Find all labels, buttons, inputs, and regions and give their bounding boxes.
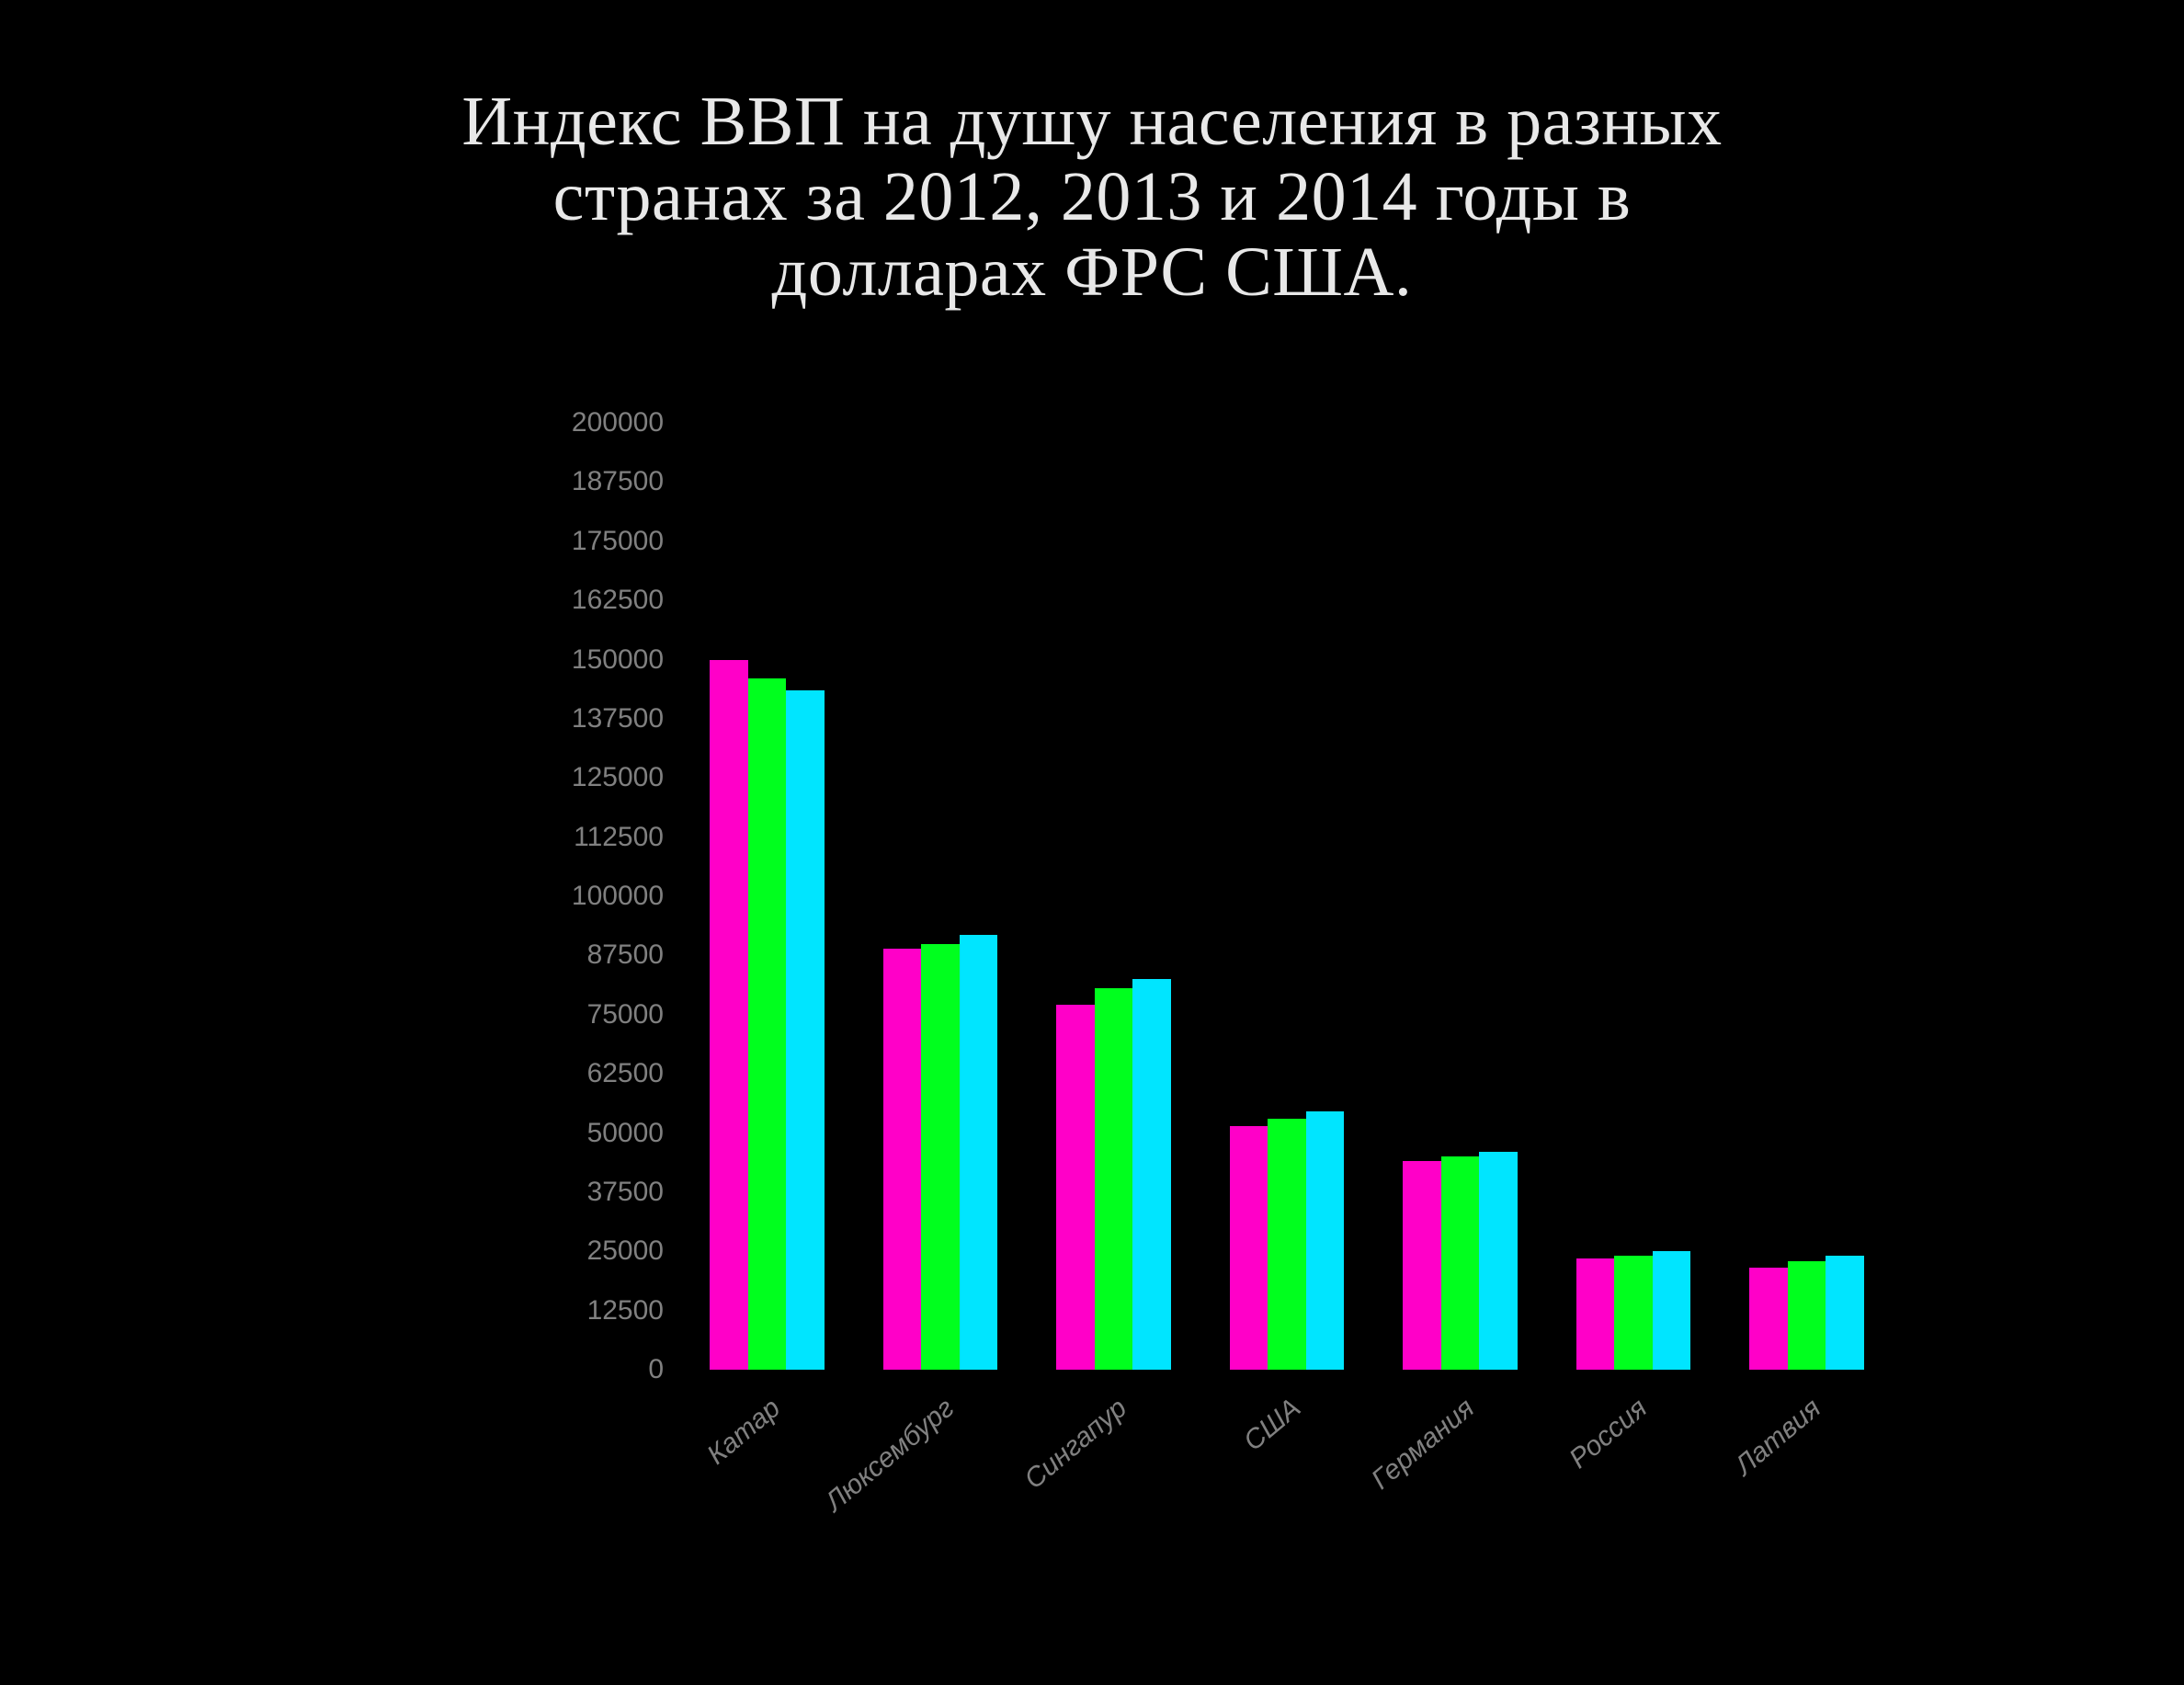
bar — [1826, 1256, 1863, 1370]
bar — [1230, 1126, 1268, 1370]
plot-area: 0125002500037500500006250075000875001000… — [680, 423, 1894, 1370]
y-tick-label: 0 — [648, 1354, 664, 1385]
bar — [1479, 1152, 1517, 1370]
y-tick-label: 87500 — [587, 939, 664, 971]
x-tick-label: Латвия — [1729, 1393, 1827, 1482]
y-tick-label: 25000 — [587, 1235, 664, 1267]
x-tick-label: Катар — [702, 1393, 788, 1471]
bar — [1576, 1258, 1614, 1370]
x-tick-label: Сингапур — [1019, 1393, 1133, 1496]
chart-title: Индекс ВВП на душу населения в разных ст… — [0, 84, 2184, 310]
bar — [883, 949, 921, 1370]
bar — [1749, 1268, 1787, 1370]
bar — [1268, 1119, 1305, 1370]
x-tick-label: Россия — [1564, 1393, 1654, 1475]
y-tick-label: 175000 — [572, 526, 664, 557]
x-tick-label: Люксембург — [819, 1393, 960, 1518]
bar — [1614, 1256, 1652, 1370]
bar — [1095, 988, 1132, 1370]
bar — [960, 935, 997, 1370]
bar — [1441, 1156, 1479, 1370]
y-tick-label: 75000 — [587, 999, 664, 1030]
bar — [921, 944, 959, 1371]
bar — [786, 690, 824, 1370]
y-tick-label: 37500 — [587, 1177, 664, 1208]
bar — [1056, 1005, 1094, 1370]
bar — [1306, 1111, 1344, 1370]
bar — [1653, 1251, 1690, 1370]
y-tick-label: 100000 — [572, 881, 664, 912]
bar — [1403, 1161, 1440, 1370]
y-tick-label: 200000 — [572, 407, 664, 438]
y-tick-label: 187500 — [572, 466, 664, 497]
y-tick-label: 112500 — [574, 822, 664, 853]
y-tick-label: 150000 — [572, 644, 664, 676]
x-tick-label: США — [1238, 1393, 1307, 1458]
bar — [748, 678, 786, 1370]
bar — [710, 660, 747, 1371]
y-tick-label: 62500 — [587, 1058, 664, 1089]
y-tick-label: 50000 — [587, 1118, 664, 1149]
y-tick-label: 12500 — [587, 1295, 664, 1326]
bar — [1132, 979, 1170, 1370]
bar — [1788, 1261, 1826, 1370]
y-tick-label: 162500 — [572, 585, 664, 616]
y-tick-label: 125000 — [572, 762, 664, 793]
gdp-chart: 0 12500 25000 37500 50000 62500 75000 87500 1000… — [441, 386, 1912, 1581]
y-tick-label: 137500 — [572, 703, 664, 734]
x-tick-label: Германия — [1366, 1393, 1481, 1497]
